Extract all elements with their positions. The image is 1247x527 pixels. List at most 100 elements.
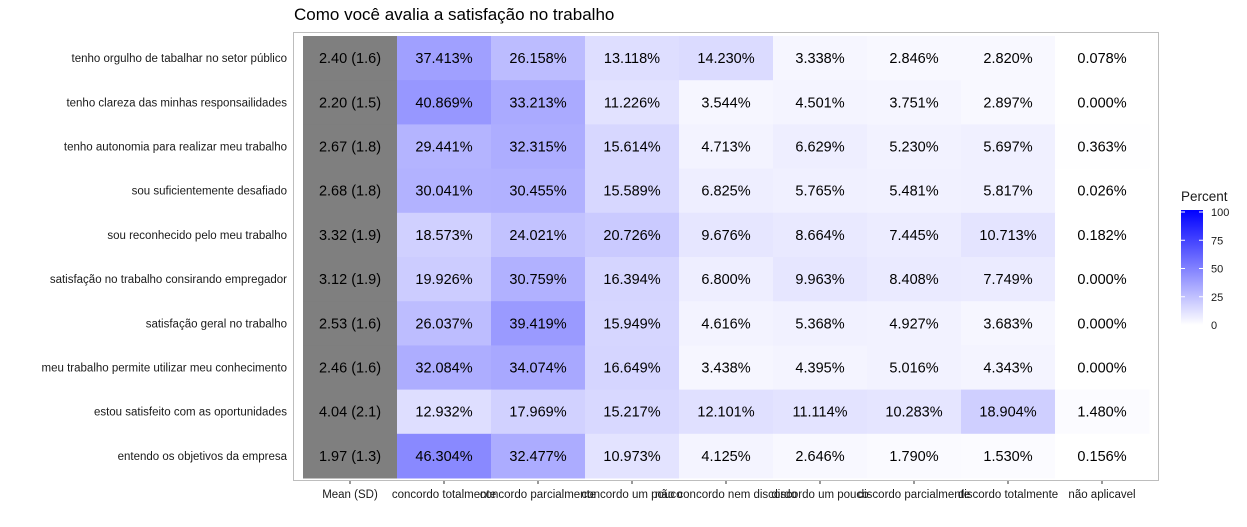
heatmap-cell — [585, 345, 680, 391]
heatmap-cell — [867, 168, 962, 214]
heatmap-cell — [585, 301, 680, 346]
heatmap-cell — [679, 80, 774, 125]
heatmap-cell-label: 4.501% — [795, 95, 844, 111]
heatmap-cell-label: 2.820% — [983, 51, 1032, 67]
heatmap-cell-label: 2.897% — [983, 95, 1032, 111]
heatmap-cell — [585, 168, 680, 214]
heatmap-cell-label: 8.408% — [889, 272, 938, 288]
heatmap-cell — [867, 80, 962, 125]
legend-tick-label: 75 — [1211, 235, 1223, 247]
column-label: discordo um pouco — [771, 489, 868, 501]
row-label: sou reconhecido pelo meu trabalho — [107, 230, 287, 242]
heatmap-cell — [585, 80, 680, 125]
heatmap-cell — [961, 124, 1056, 170]
heatmap-cell-label: 30.041% — [415, 184, 472, 200]
heatmap-cell — [585, 212, 680, 258]
heatmap-cell — [585, 124, 680, 170]
mean-cell-label: 1.97 (1.3) — [319, 449, 381, 465]
heatmap-cell-label: 9.963% — [795, 272, 844, 288]
heatmap-cell — [961, 389, 1056, 435]
heatmap-cell — [585, 257, 680, 302]
heatmap-cell — [1055, 36, 1150, 81]
heatmap-cell — [1055, 389, 1150, 435]
heatmap-cell — [397, 80, 492, 125]
mean-cell — [303, 36, 397, 81]
legend-tick-label: 0 — [1211, 320, 1217, 332]
heatmap-cell — [679, 257, 774, 302]
panel-border — [293, 32, 1159, 481]
heatmap-cell-label: 5.368% — [795, 316, 844, 332]
heatmap-cell-label: 3.751% — [889, 95, 938, 111]
heatmap-cell-label: 10.713% — [979, 228, 1036, 244]
heatmap-cell-label: 33.213% — [509, 95, 566, 111]
heatmap-cell — [867, 257, 962, 302]
heatmap-cell — [679, 36, 774, 81]
heatmap-cell-label: 15.614% — [603, 140, 660, 156]
heatmap-cell-label: 3.683% — [983, 316, 1032, 332]
mean-cell-label: 2.20 (1.5) — [319, 95, 381, 111]
heatmap-cell-label: 17.969% — [509, 405, 566, 421]
mean-cell-label: 3.32 (1.9) — [319, 228, 381, 244]
heatmap-cell — [679, 433, 774, 479]
heatmap-cell-label: 0.078% — [1077, 51, 1126, 67]
legend-tick-label: 50 — [1211, 264, 1223, 276]
legend-colorbar — [1181, 210, 1203, 325]
heatmap-cell-label: 5.230% — [889, 140, 938, 156]
heatmap-cell-label: 29.441% — [415, 140, 472, 156]
heatmap-cell — [491, 36, 586, 81]
heatmap-cell — [397, 36, 492, 81]
column-label: não concordo nem discordo — [655, 489, 797, 501]
column-label: Mean (SD) — [322, 489, 378, 501]
column-label: discordo parcialmente — [858, 489, 971, 501]
mean-cell-label: 3.12 (1.9) — [319, 272, 381, 288]
heatmap-cell — [397, 168, 492, 214]
heatmap-cell — [397, 433, 492, 479]
heatmap-cell-label: 0.000% — [1077, 272, 1126, 288]
heatmap-cell — [867, 345, 962, 391]
mean-cell — [303, 257, 397, 302]
heatmap-cell-label: 0.000% — [1077, 361, 1126, 377]
heatmap-cell-label: 39.419% — [509, 316, 566, 332]
column-label: concordo um pouco — [581, 489, 682, 501]
heatmap-cell-label: 32.477% — [509, 449, 566, 465]
heatmap-cell-label: 24.021% — [509, 228, 566, 244]
row-label: tenho autonomia para realizar meu trabal… — [64, 142, 287, 154]
heatmap-cell — [491, 389, 586, 435]
heatmap-cell-label: 0.000% — [1077, 316, 1126, 332]
heatmap-cell — [491, 168, 586, 214]
heatmap-cell — [773, 301, 868, 346]
heatmap-cell-label: 5.016% — [889, 361, 938, 377]
heatmap-cell-label: 12.932% — [415, 405, 472, 421]
heatmap-cell-label: 32.315% — [509, 140, 566, 156]
heatmap-cell-label: 32.084% — [415, 361, 472, 377]
heatmap-cell — [867, 301, 962, 346]
mean-cell-label: 2.46 (1.6) — [319, 361, 381, 377]
heatmap-cell — [491, 301, 586, 346]
heatmap-cell — [1055, 345, 1150, 391]
heatmap-cell-label: 11.114% — [792, 405, 847, 421]
heatmap-cells: 2.40 (1.6) 37.413% 26.158% 13.118% 14.230% 3.… — [303, 36, 1150, 479]
heatmap-cell-label: 15.589% — [603, 184, 660, 200]
heatmap-cell-label: 7.749% — [983, 272, 1032, 288]
heatmap-cell — [491, 124, 586, 170]
heatmap-cell — [961, 345, 1056, 391]
heatmap-cell — [867, 389, 962, 435]
heatmap-cell-label: 30.455% — [509, 184, 566, 200]
legend: Percent 0 25 50 75 100 — [1181, 189, 1229, 332]
heatmap-cell-label: 1.790% — [889, 449, 938, 465]
heatmap-cell — [773, 124, 868, 170]
heatmap-cell-label: 4.927% — [889, 316, 938, 332]
heatmap-cell-label: 4.343% — [983, 361, 1032, 377]
heatmap-cell-label: 4.395% — [795, 361, 844, 377]
heatmap-cell — [961, 433, 1056, 479]
heatmap-cell — [585, 433, 680, 479]
heatmap-cell-label: 5.697% — [983, 140, 1032, 156]
mean-cell — [303, 345, 397, 391]
heatmap-cell — [961, 80, 1056, 125]
heatmap-cell-label: 19.926% — [415, 272, 472, 288]
heatmap-cell — [773, 212, 868, 258]
mean-cell — [303, 301, 397, 346]
heatmap-cell-label: 0.182% — [1077, 228, 1126, 244]
mean-cell — [303, 433, 397, 479]
